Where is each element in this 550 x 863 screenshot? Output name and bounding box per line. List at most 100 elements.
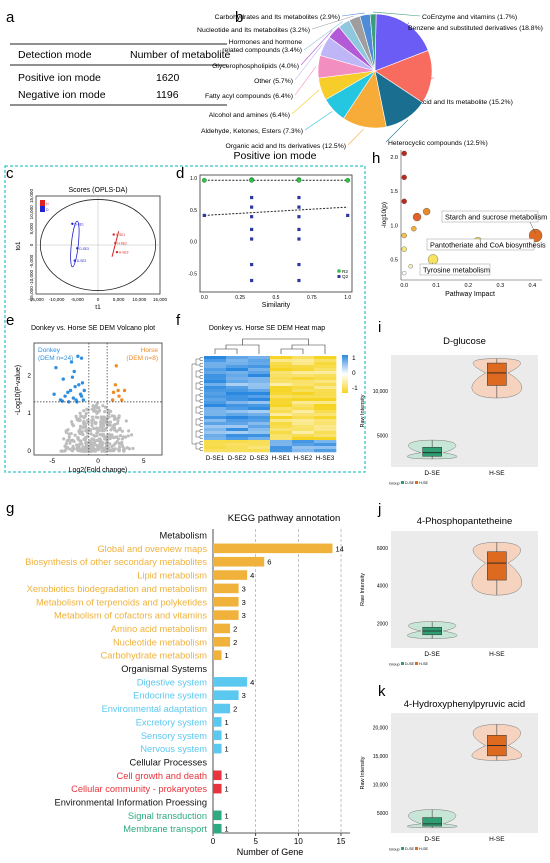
heatmap-cell	[292, 368, 315, 372]
annotation-leader	[431, 262, 434, 265]
heatmap-cell	[292, 359, 315, 363]
heatmap-cell	[226, 416, 249, 420]
pie-leader-line	[341, 12, 365, 17]
heatmap-cell	[314, 440, 337, 444]
q2-point	[250, 237, 254, 241]
heatmap-cell	[226, 362, 249, 366]
y-tick-label: 1.0	[390, 223, 398, 229]
chart-title: Donkey vs. Horse SE DEM Volcano plot	[31, 325, 155, 332]
y-tick-label: 0.0	[190, 240, 197, 246]
volcano-point-nonsig	[102, 415, 106, 419]
heatmap-cell	[248, 422, 271, 426]
pie-leader-line	[294, 44, 323, 81]
legend-swatch-h	[40, 200, 45, 206]
volcano-point-nonsig	[113, 441, 117, 446]
legend-tick-low: -1	[352, 385, 358, 392]
legend-horse: Horse	[141, 347, 159, 354]
heatmap-cell	[314, 383, 337, 387]
heatmap-cell	[314, 437, 337, 441]
heatmap-column-label: D-SE2	[228, 455, 247, 462]
box-iqr	[487, 551, 507, 581]
x-tick-label: 15	[337, 837, 346, 846]
legend-swatch-hse	[415, 662, 418, 665]
volcano-point-nonsig	[79, 414, 83, 418]
y-tick-label: 15,000	[373, 754, 389, 760]
y-axis-label: Raw Intensity	[360, 756, 366, 789]
volcano-point-nonsig	[93, 409, 97, 413]
volcano-point-nonsig	[91, 449, 96, 453]
heatmap-cell	[226, 380, 249, 384]
heatmap-cell	[314, 380, 337, 384]
score-point	[114, 241, 117, 245]
pie-label: Organic acid and Its derivatives (12.5%)	[225, 143, 346, 150]
x-tick-label: 5,000	[113, 297, 125, 302]
pathway-bubble-plot: Starch and sucrose metabolism Pantotheria…	[381, 150, 547, 298]
volcano-point-nonsig	[123, 435, 128, 439]
kegg-category-label: Cellular community - prokaryotes	[71, 784, 207, 794]
heatmap-cell	[314, 356, 337, 360]
volcano-point-nonsig	[95, 434, 99, 438]
heatmap-cell	[270, 446, 293, 450]
pathway-bubble	[427, 254, 439, 265]
heatmap-cell	[248, 377, 271, 381]
volcano-point-nonsig	[81, 449, 86, 453]
volcano-point-sig	[67, 400, 71, 404]
heatmap-cell	[314, 374, 337, 378]
volcano-point-nonsig	[84, 411, 88, 415]
pathway-bubble	[401, 174, 407, 181]
heatmap-cell	[248, 356, 271, 360]
pie-label: Hormones and hormone	[229, 39, 303, 46]
volcano-point-nonsig	[69, 432, 73, 436]
score-point	[115, 250, 119, 254]
heatmap-cell	[226, 431, 249, 435]
kegg-bar-value: 3	[242, 598, 246, 607]
volcano-point-nonsig	[84, 435, 88, 440]
volcano-point-sig	[70, 375, 75, 379]
volcano-point-nonsig	[95, 431, 99, 435]
heatmap-cell	[248, 410, 271, 414]
volcano-point-sig	[122, 388, 127, 393]
heatmap-cell	[226, 377, 249, 381]
volcano-point-nonsig	[108, 420, 113, 424]
pie-leader-line	[347, 128, 364, 146]
volcano-point-sig	[79, 356, 84, 360]
heatmap-cell	[204, 416, 227, 420]
legend-r2-marker	[337, 269, 341, 273]
heatmap-cell	[204, 401, 227, 405]
kegg-bar-value: 1	[225, 745, 229, 754]
volcano-point-nonsig	[64, 442, 68, 446]
legend-donkey-count: (DEM n=24)	[38, 355, 73, 362]
heatmap-cell	[270, 443, 293, 447]
heatmap-cell	[314, 398, 337, 402]
heatmap-cell	[292, 392, 315, 396]
volcano-point-nonsig	[90, 415, 94, 419]
kegg-category-label: Nervous system	[140, 744, 207, 754]
volcano-point-nonsig	[100, 442, 104, 446]
volcano-point-nonsig	[63, 444, 67, 448]
heatmap-cell	[248, 443, 271, 447]
heatmap-cell	[248, 368, 271, 372]
category-label: D-SE	[424, 651, 440, 658]
heatmap-cell	[248, 383, 271, 387]
q2-point	[250, 262, 254, 267]
heatmap-cell	[270, 449, 293, 453]
kegg-bar-value: 2	[233, 638, 237, 647]
heatmap-cell	[292, 356, 315, 360]
volcano-point-nonsig	[102, 446, 106, 450]
volcano-point-nonsig	[62, 437, 66, 441]
legend-label-d: D	[46, 208, 49, 212]
heatmap-cell	[270, 431, 293, 435]
kegg-bar-value: 2	[233, 624, 237, 633]
legend-swatch-d	[40, 206, 45, 212]
heatmap-cell	[314, 410, 337, 414]
pie-label: Glycerophospholipids (4.0%)	[212, 63, 299, 70]
volcano-point-nonsig	[105, 437, 110, 441]
heatmap-cell	[292, 446, 315, 450]
volcano-point-nonsig	[85, 407, 89, 411]
annotation-leader	[479, 238, 482, 245]
heatmap-color-legend	[342, 355, 348, 393]
heatmap-column-label: H-SE2	[294, 455, 313, 462]
kegg-bar	[213, 650, 222, 660]
chart-title: KEGG pathway annotation	[228, 513, 341, 524]
heatmap-cell	[292, 428, 315, 432]
